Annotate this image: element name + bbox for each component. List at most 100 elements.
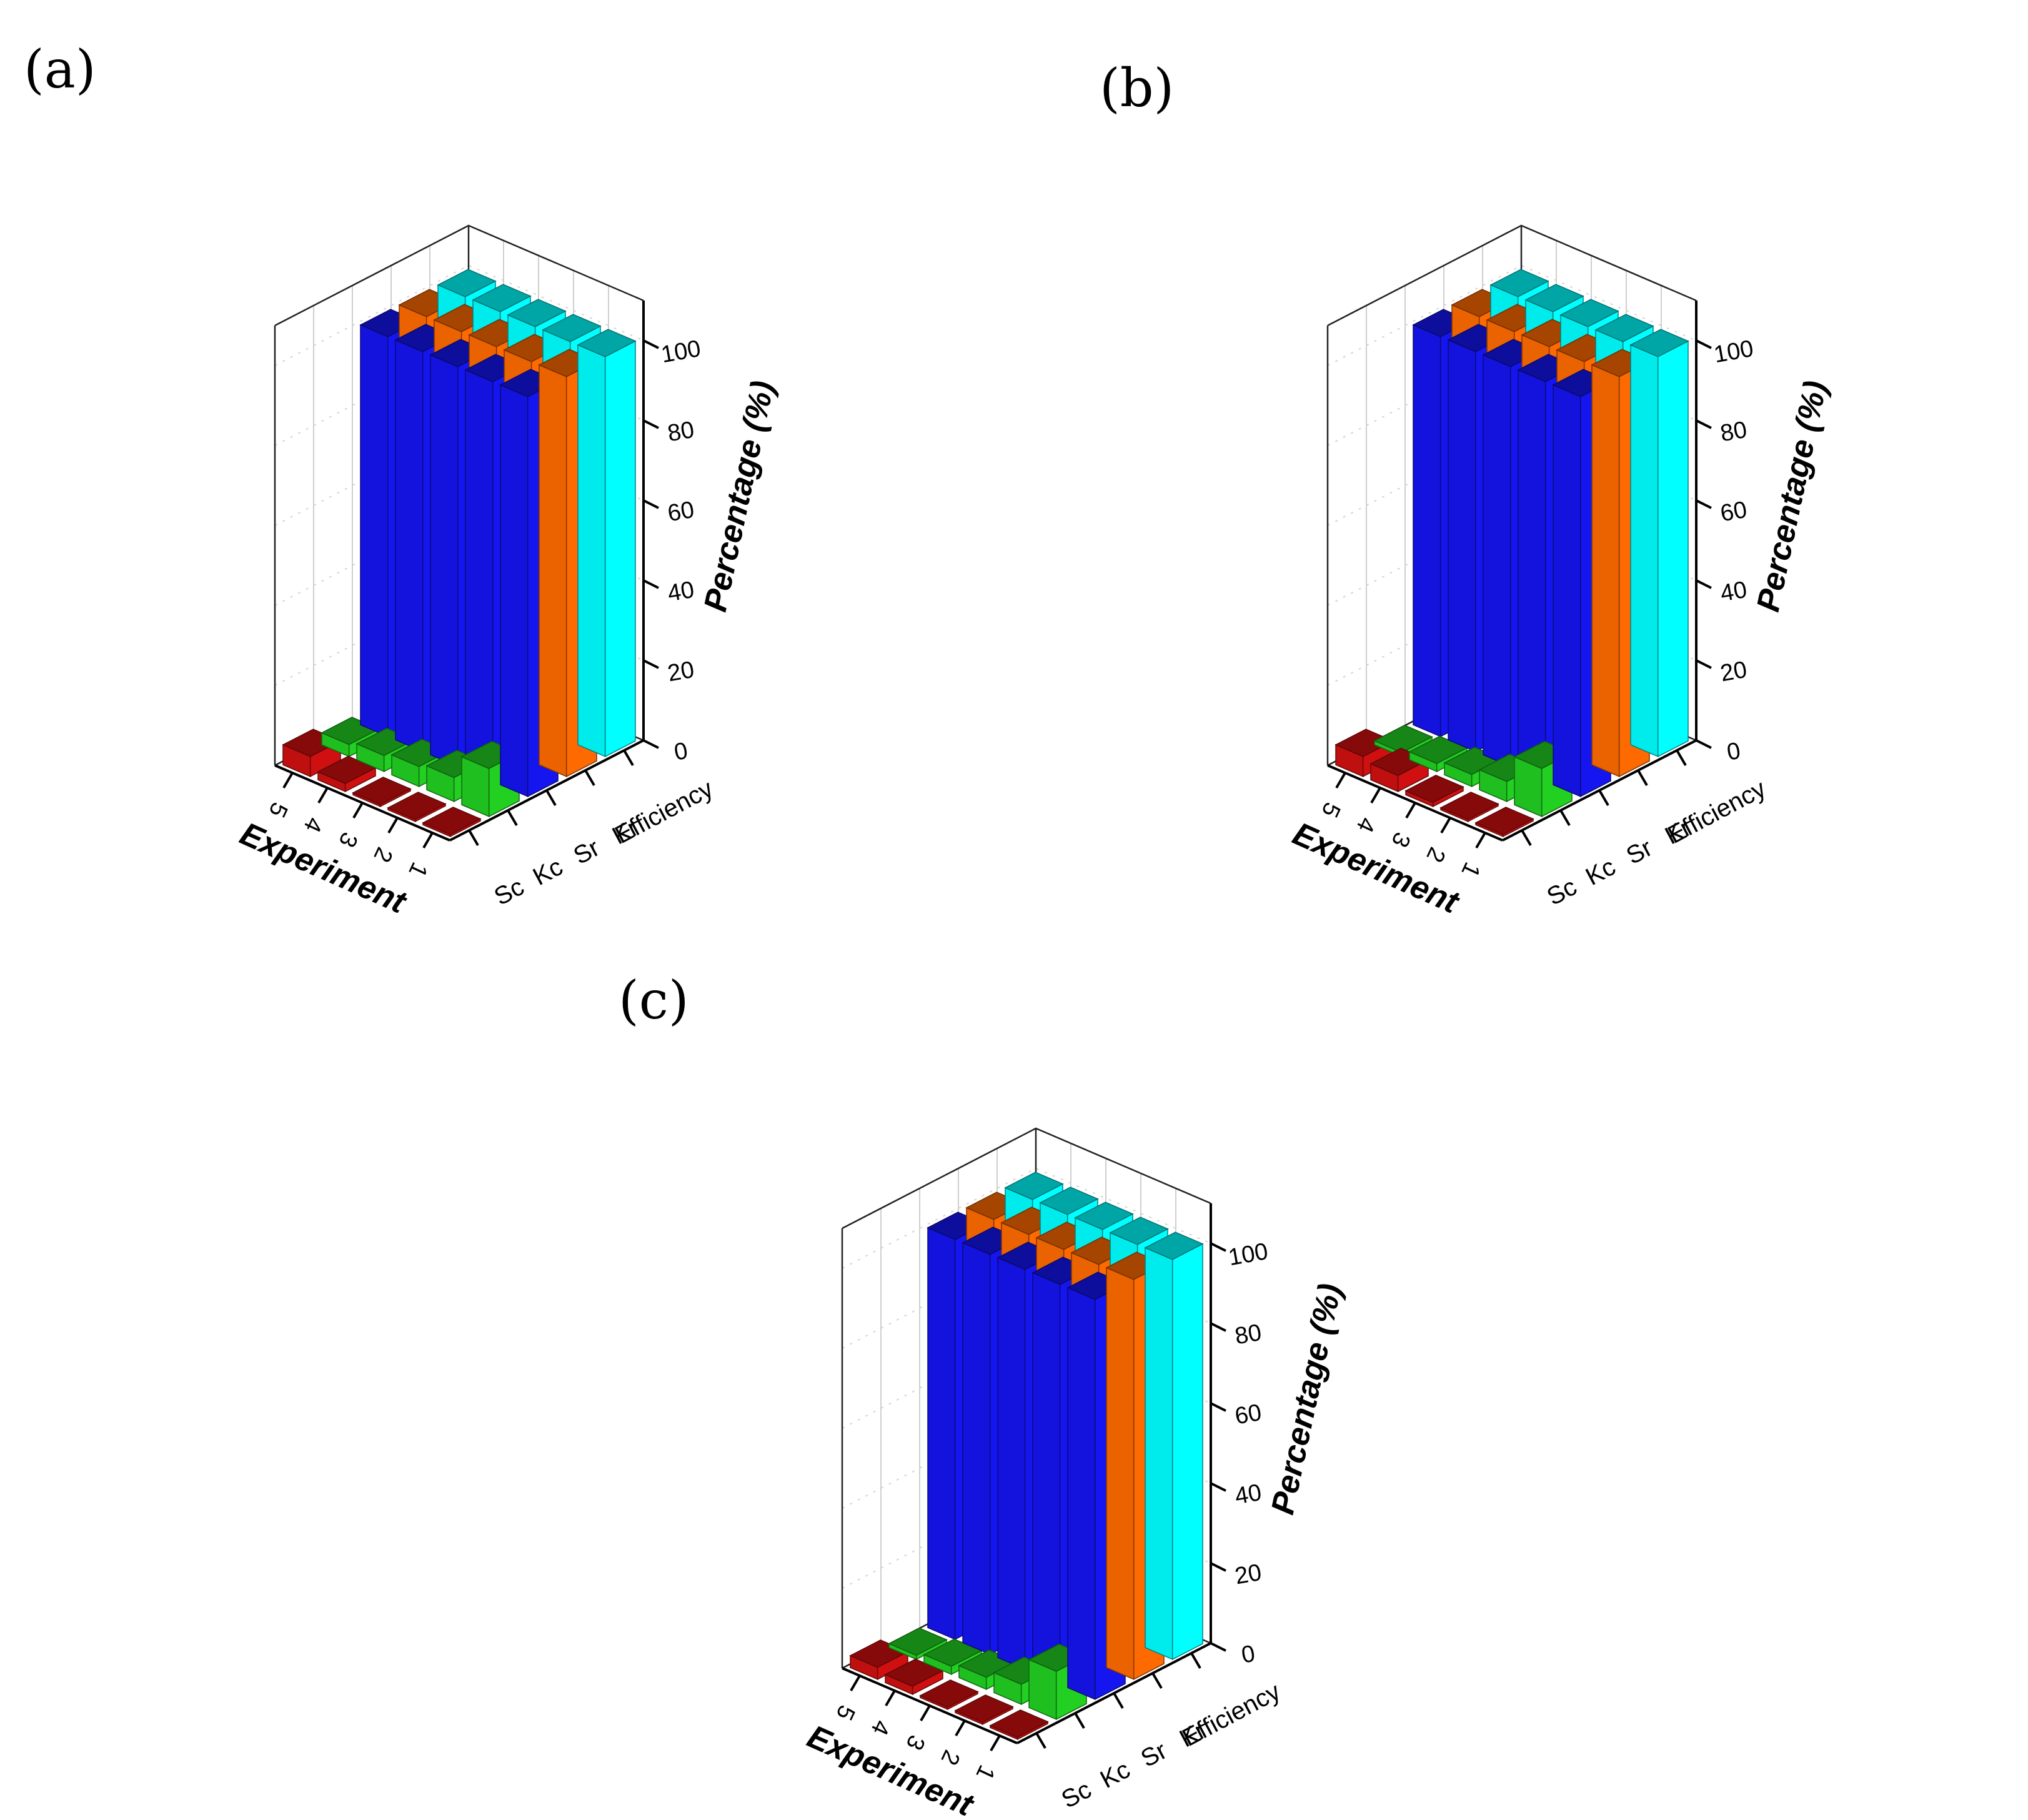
bar-top-face (888, 1627, 948, 1656)
experiment-tick-label: 1 (403, 858, 432, 882)
experiment-tick-label: 4 (865, 1716, 895, 1739)
z-tick (1696, 499, 1712, 509)
bar-side-face (360, 324, 389, 737)
z-tick-label: 0 (1725, 738, 1742, 766)
category-tick-label: Sr (1136, 1737, 1171, 1773)
experiment-tick (1440, 817, 1451, 834)
z-tick-label: 20 (665, 657, 696, 687)
bar-top-face (317, 755, 377, 784)
experiment-tick (317, 787, 329, 804)
experiment-tick (1370, 787, 1381, 804)
z-tick (643, 339, 659, 349)
bar-efficiency-exp1 (577, 329, 637, 758)
category-tick (1521, 829, 1532, 847)
bar-sc-exp4 (884, 1658, 944, 1696)
experiment-tick-label: 3 (333, 828, 362, 852)
z-tick-label: 60 (1233, 1400, 1263, 1430)
z-tick-label: 80 (665, 417, 696, 447)
experiment-tick-label: 3 (900, 1731, 930, 1754)
category-tick (507, 809, 518, 827)
experiment-tick-label: 5 (263, 798, 292, 822)
z-tick-label: 80 (1718, 417, 1749, 447)
bar-sc-exp3 (352, 777, 412, 808)
bar-side-face (1145, 1246, 1173, 1660)
bar-side-face (500, 384, 529, 797)
category-tick (623, 749, 634, 767)
experiment-tick-label: 2 (935, 1746, 965, 1769)
experiment-tick (955, 1719, 966, 1737)
z-tick-label: 100 (1226, 1238, 1270, 1271)
bar-top-face (884, 1658, 944, 1687)
z-tick (1696, 419, 1712, 429)
z-axis-title: Percentage (%) (697, 377, 782, 615)
z-tick (643, 739, 659, 749)
bar-front-face (604, 340, 636, 758)
bar-top-face (1524, 284, 1584, 312)
z-tick (1210, 1242, 1226, 1252)
bar-top-face (542, 314, 602, 342)
experiment-tick-label: 4 (298, 813, 327, 837)
bar-top-face (422, 807, 482, 835)
bar-top-face (1408, 735, 1468, 764)
z-tick (1210, 1402, 1226, 1412)
bar-side-face (430, 354, 459, 767)
experiment-tick-label: 1 (970, 1761, 1000, 1784)
category-tick-label: Sc (490, 873, 529, 911)
bar-top-face (923, 1638, 983, 1667)
z-tick (1696, 659, 1712, 669)
z-tick-label: 40 (1718, 577, 1749, 607)
bar-top-face (437, 269, 497, 297)
z-tick (1210, 1642, 1226, 1652)
bar-top-face (919, 1679, 979, 1708)
category-tick-label: Sc (1057, 1776, 1096, 1814)
z-tick (1696, 739, 1712, 749)
category-tick (1559, 809, 1571, 827)
bar-top-face (472, 284, 532, 312)
category-tick-label: Kc (529, 853, 567, 891)
bar-top-face (387, 792, 447, 820)
panel-label: (a) (24, 39, 96, 100)
experiment-tick (885, 1689, 896, 1707)
category-tick-label: Efficiency (1663, 775, 1770, 849)
z-tick-label: 100 (1712, 336, 1756, 368)
category-tick-label: Sr (569, 834, 604, 870)
panel-label: (c) (619, 970, 689, 1031)
experiment-tick (990, 1734, 1001, 1752)
experiment-tick-label: 5 (1316, 798, 1345, 822)
bar-side-face (1106, 1266, 1135, 1680)
z-tick (643, 499, 659, 509)
bar-front-face (1657, 340, 1689, 758)
bar-sc-exp1 (989, 1709, 1049, 1741)
category-tick-label: Kc (1096, 1756, 1135, 1794)
bar-top-face (1109, 1216, 1169, 1245)
bar-top-face (1594, 314, 1654, 342)
experiment-tick (282, 772, 294, 789)
z-tick (1210, 1562, 1226, 1572)
bar-top-face (352, 777, 412, 805)
bar-top-face (1489, 269, 1549, 297)
category-tick (545, 789, 557, 807)
bar-top-face (577, 329, 637, 357)
bar-side-face (539, 364, 567, 777)
category-tick-label: Kc (1581, 853, 1620, 891)
bar-top-face (1474, 807, 1534, 835)
experiment-tick (387, 817, 399, 834)
bars (849, 1171, 1204, 1741)
bar-side-face (927, 1226, 956, 1640)
bar-side-face (997, 1256, 1026, 1670)
z-axis-title: Percentage (%) (1750, 377, 1834, 615)
bar-front-face (1171, 1243, 1203, 1661)
experiment-tick-label: 3 (1386, 828, 1415, 852)
bar-side-face (1553, 384, 1581, 797)
z-tick-label: 0 (1240, 1641, 1257, 1669)
bar-top-face (1629, 329, 1689, 357)
category-tick (1113, 1692, 1124, 1709)
bar-top-face (1004, 1171, 1064, 1200)
bar-side-face (1630, 344, 1659, 757)
category-tick (584, 769, 595, 787)
experiment-tick (352, 802, 364, 819)
bar-side-face (395, 339, 424, 752)
bar-side-face (1591, 364, 1620, 777)
